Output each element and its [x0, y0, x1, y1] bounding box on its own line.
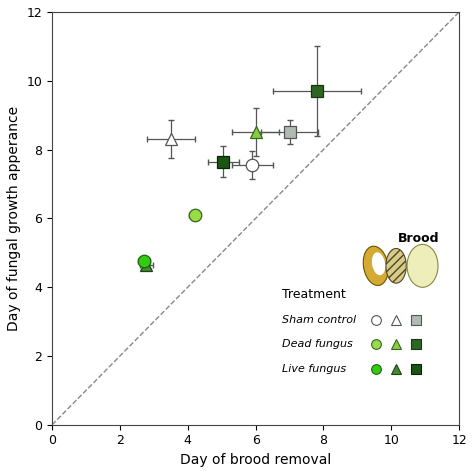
- Text: Brood: Brood: [398, 232, 439, 245]
- Text: Dead fungus: Dead fungus: [282, 339, 353, 349]
- Ellipse shape: [363, 246, 388, 285]
- Text: Live fungus: Live fungus: [282, 364, 346, 374]
- Ellipse shape: [386, 248, 406, 283]
- Text: Treatment: Treatment: [282, 288, 346, 301]
- Y-axis label: Day of fungal growth apperance: Day of fungal growth apperance: [7, 106, 21, 331]
- X-axis label: Day of brood removal: Day of brood removal: [180, 453, 331, 467]
- Ellipse shape: [407, 245, 438, 287]
- Text: Sham control: Sham control: [282, 315, 356, 325]
- Ellipse shape: [372, 252, 385, 275]
